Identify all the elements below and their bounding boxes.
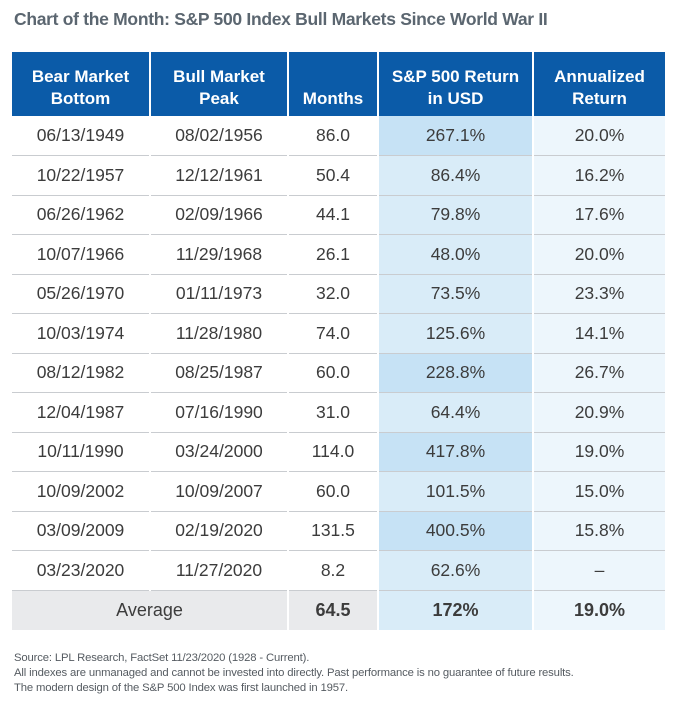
average-label: Average	[12, 590, 288, 630]
chart-title: Chart of the Month: S&P 500 Index Bull M…	[14, 9, 548, 29]
header-row: Bear Market Bottom Bull Market Peak Mont…	[12, 52, 665, 116]
annualized-cell: 20.0%	[532, 116, 665, 156]
bull-market-peak-cell: 03/24/2000	[149, 432, 288, 472]
months-cell: 131.5	[287, 511, 378, 551]
annualized-cell: 16.2%	[532, 155, 665, 196]
months-cell: 32.0	[287, 274, 378, 314]
table-row: 06/26/1962 02/09/1966 44.1 79.8% 17.6%	[12, 195, 665, 235]
annualized-cell: 26.7%	[532, 353, 665, 393]
bull-market-peak-cell: 12/12/1961	[149, 155, 288, 196]
annualized-cell: 23.3%	[532, 274, 665, 314]
months-cell: 60.0	[287, 353, 378, 393]
months-cell: 50.4	[287, 155, 378, 196]
months-cell: 86.0	[287, 116, 378, 156]
bear-market-bottom-cell: 08/12/1982	[12, 353, 150, 393]
table-body: 06/13/1949 08/02/1956 86.0 267.1% 20.0% 10/22…	[12, 116, 665, 591]
annualized-cell: 20.9%	[532, 392, 665, 433]
header-months: Months	[287, 52, 378, 116]
bull-market-peak-cell: 10/09/2007	[149, 471, 288, 512]
average-return: 172%	[377, 590, 533, 630]
return-cell: 400.5%	[377, 511, 533, 551]
bull-markets-table: Bear Market Bottom Bull Market Peak Mont…	[12, 52, 665, 630]
bull-market-peak-cell: 11/29/1968	[149, 234, 288, 275]
note-design: The modern design of the S&P 500 Index w…	[14, 682, 349, 694]
average-row: Average 64.5 172% 19.0%	[12, 590, 665, 630]
table-row: 10/09/2002 10/09/2007 60.0 101.5% 15.0%	[12, 471, 665, 512]
table-row: 12/04/1987 07/16/1990 31.0 64.4% 20.9%	[12, 392, 665, 433]
bull-market-peak-cell: 11/27/2020	[149, 550, 288, 591]
bull-market-peak-cell: 07/16/1990	[149, 392, 288, 433]
months-cell: 26.1	[287, 234, 378, 275]
header-sp500-return: S&P 500 Return in USD	[377, 52, 533, 116]
bull-market-peak-cell: 11/28/1980	[149, 313, 288, 354]
header-bear-market-bottom: Bear Market Bottom	[12, 52, 150, 116]
bear-market-bottom-cell: 06/26/1962	[12, 195, 150, 235]
table-row: 03/23/2020 11/27/2020 8.2 62.6% –	[12, 550, 665, 591]
return-cell: 267.1%	[377, 116, 533, 156]
months-cell: 74.0	[287, 313, 378, 354]
annualized-cell: –	[532, 550, 665, 591]
bear-market-bottom-cell: 10/11/1990	[12, 432, 150, 472]
annualized-cell: 20.0%	[532, 234, 665, 275]
return-cell: 73.5%	[377, 274, 533, 314]
average-annualized: 19.0%	[532, 590, 665, 630]
return-cell: 101.5%	[377, 471, 533, 512]
header-annualized-return: Annualized Return	[532, 52, 665, 116]
source-notes: Source: LPL Research, FactSet 11/23/2020…	[14, 651, 669, 696]
months-cell: 8.2	[287, 550, 378, 591]
return-cell: 79.8%	[377, 195, 533, 235]
annualized-cell: 19.0%	[532, 432, 665, 472]
return-cell: 64.4%	[377, 392, 533, 433]
return-cell: 62.6%	[377, 550, 533, 591]
table-row: 06/13/1949 08/02/1956 86.0 267.1% 20.0%	[12, 116, 665, 156]
table-row: 03/09/2009 02/19/2020 131.5 400.5% 15.8%	[12, 511, 665, 551]
return-cell: 228.8%	[377, 353, 533, 393]
table-row: 08/12/1982 08/25/1987 60.0 228.8% 26.7%	[12, 353, 665, 393]
average-months: 64.5	[287, 590, 378, 630]
bear-market-bottom-cell: 06/13/1949	[12, 116, 150, 156]
bull-market-peak-cell: 08/02/1956	[149, 116, 288, 156]
annualized-cell: 14.1%	[532, 313, 665, 354]
header-bull-market-peak: Bull Market Peak	[149, 52, 288, 116]
table-row: 10/22/1957 12/12/1961 50.4 86.4% 16.2%	[12, 155, 665, 196]
return-cell: 125.6%	[377, 313, 533, 354]
table-row: 05/26/1970 01/11/1973 32.0 73.5% 23.3%	[12, 274, 665, 314]
note-disclaimer: All indexes are unmanaged and cannot be …	[14, 667, 574, 679]
bear-market-bottom-cell: 03/09/2009	[12, 511, 150, 551]
table-row: 10/11/1990 03/24/2000 114.0 417.8% 19.0%	[12, 432, 665, 472]
bull-market-peak-cell: 02/19/2020	[149, 511, 288, 551]
bear-market-bottom-cell: 12/04/1987	[12, 392, 150, 433]
return-cell: 48.0%	[377, 234, 533, 275]
table-row: 10/03/1974 11/28/1980 74.0 125.6% 14.1%	[12, 313, 665, 354]
return-cell: 417.8%	[377, 432, 533, 472]
bull-market-peak-cell: 08/25/1987	[149, 353, 288, 393]
table-row: 10/07/1966 11/29/1968 26.1 48.0% 20.0%	[12, 234, 665, 275]
annualized-cell: 15.8%	[532, 511, 665, 551]
bull-market-peak-cell: 02/09/1966	[149, 195, 288, 235]
months-cell: 31.0	[287, 392, 378, 433]
bear-market-bottom-cell: 10/09/2002	[12, 471, 150, 512]
bear-market-bottom-cell: 10/03/1974	[12, 313, 150, 354]
months-cell: 60.0	[287, 471, 378, 512]
annualized-cell: 17.6%	[532, 195, 665, 235]
bear-market-bottom-cell: 05/26/1970	[12, 274, 150, 314]
months-cell: 114.0	[287, 432, 378, 472]
note-source: Source: LPL Research, FactSet 11/23/2020…	[14, 652, 310, 664]
return-cell: 86.4%	[377, 155, 533, 196]
annualized-cell: 15.0%	[532, 471, 665, 512]
bear-market-bottom-cell: 10/22/1957	[12, 155, 150, 196]
months-cell: 44.1	[287, 195, 378, 235]
bear-market-bottom-cell: 03/23/2020	[12, 550, 150, 591]
bear-market-bottom-cell: 10/07/1966	[12, 234, 150, 275]
bull-markets-table-container: Bear Market Bottom Bull Market Peak Mont…	[12, 52, 665, 630]
bull-market-peak-cell: 01/11/1973	[149, 274, 288, 314]
